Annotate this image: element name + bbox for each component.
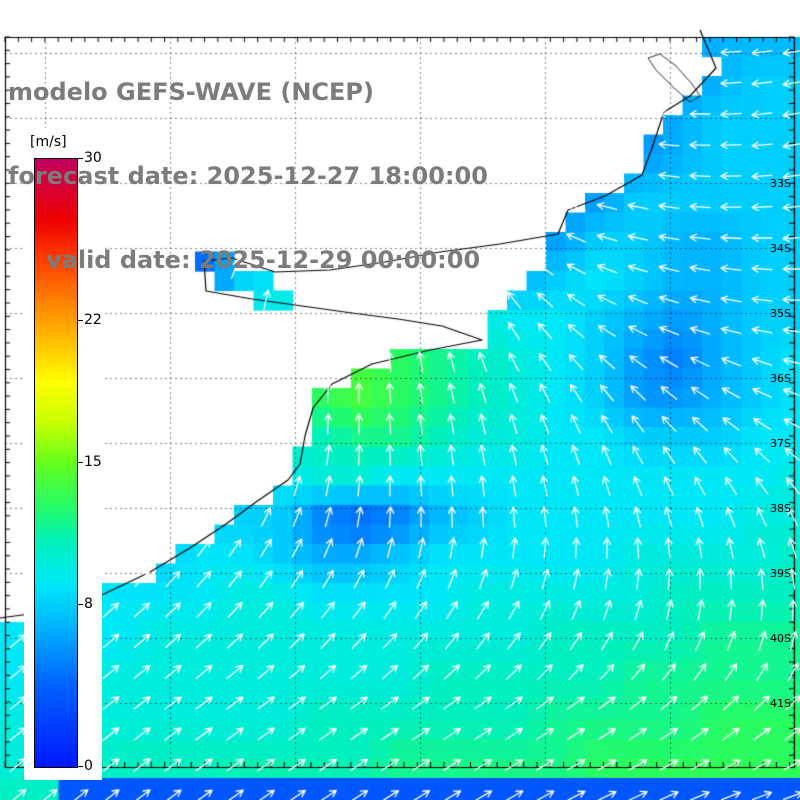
colorbar-gradient	[34, 158, 78, 768]
colorbar-unit-label: [m/s]	[30, 134, 67, 150]
model-title: modelo GEFS-WAVE (NCEP)	[8, 78, 374, 106]
title-block: modelo GEFS-WAVE (NCEP) forecast date: 2…	[8, 22, 488, 330]
valid-date: valid date: 2025-12-29 00:00:00	[46, 246, 481, 274]
colorbar-tick-label: 22	[84, 312, 102, 329]
colorbar-tick-label: 0	[84, 758, 93, 774]
latitude-label: 36S	[770, 372, 791, 385]
latitude-label: 39S	[770, 567, 791, 580]
colorbar-tick-mark	[77, 158, 83, 159]
colorbar-tick-mark	[77, 320, 83, 322]
colorbar-tick-label: 30	[84, 150, 102, 166]
colorbar-tick-mark	[77, 462, 83, 463]
colorbar-tick-label: 8	[84, 595, 93, 612]
forecast-date: forecast date: 2025-12-27 18:00:00	[8, 162, 488, 190]
latitude-label: 34S	[770, 242, 791, 255]
latitude-label: 33S	[770, 177, 791, 190]
latitude-label: 35S	[770, 307, 791, 320]
colorbar-tick-mark	[77, 766, 83, 767]
colorbar-tick-label: 15	[84, 454, 102, 470]
latitude-label: 38S	[770, 502, 791, 515]
colorbar-tick-mark	[77, 603, 83, 605]
latitude-label: 37S	[770, 437, 791, 450]
latitude-label: 41S	[770, 697, 791, 710]
latitude-label: 40S	[770, 632, 791, 645]
